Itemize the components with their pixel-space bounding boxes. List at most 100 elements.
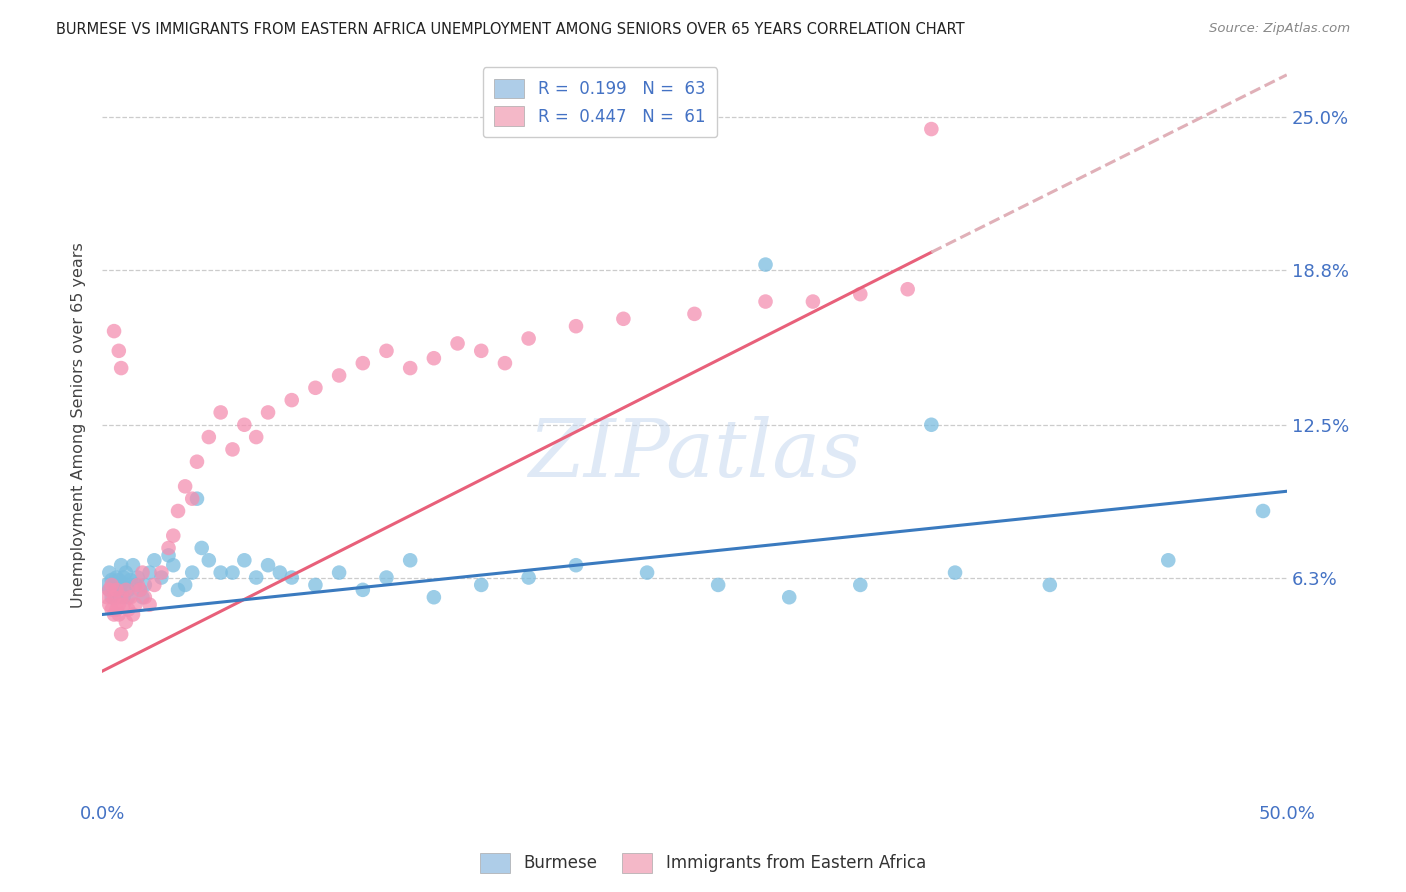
- Point: [127, 570, 149, 584]
- Point: [257, 405, 280, 419]
- Point: [233, 417, 256, 432]
- Point: [269, 566, 291, 580]
- Point: [1039, 578, 1062, 592]
- Text: Source: ZipAtlas.com: Source: ZipAtlas.com: [1209, 22, 1350, 36]
- Text: BURMESE VS IMMIGRANTS FROM EASTERN AFRICA UNEMPLOYMENT AMONG SENIORS OVER 65 YEA: BURMESE VS IMMIGRANTS FROM EASTERN AFRIC…: [56, 22, 965, 37]
- Point: [98, 582, 121, 597]
- Point: [304, 381, 326, 395]
- Point: [98, 582, 121, 597]
- Point: [112, 598, 135, 612]
- Point: [181, 491, 204, 506]
- Point: [103, 585, 125, 599]
- Point: [112, 570, 135, 584]
- Point: [105, 602, 128, 616]
- Point: [110, 558, 132, 573]
- Point: [103, 591, 125, 605]
- Point: [636, 566, 658, 580]
- Point: [122, 607, 145, 622]
- Point: [100, 591, 122, 605]
- Point: [375, 570, 398, 584]
- Point: [209, 405, 232, 419]
- Point: [105, 570, 128, 584]
- Point: [115, 582, 138, 597]
- Point: [423, 591, 446, 605]
- Point: [897, 282, 920, 296]
- Point: [129, 582, 152, 597]
- Text: ZIPatlas: ZIPatlas: [527, 416, 862, 493]
- Point: [778, 591, 800, 605]
- Point: [181, 566, 204, 580]
- Point: [920, 122, 942, 136]
- Point: [221, 566, 243, 580]
- Legend: Burmese, Immigrants from Eastern Africa: Burmese, Immigrants from Eastern Africa: [474, 847, 932, 880]
- Point: [143, 553, 166, 567]
- Point: [157, 549, 180, 563]
- Point: [280, 570, 302, 584]
- Point: [115, 615, 138, 629]
- Point: [157, 541, 180, 555]
- Point: [122, 558, 145, 573]
- Point: [849, 287, 872, 301]
- Point: [117, 582, 139, 597]
- Point: [100, 573, 122, 587]
- Point: [801, 294, 824, 309]
- Point: [103, 607, 125, 622]
- Point: [494, 356, 516, 370]
- Point: [107, 582, 129, 597]
- Point: [198, 553, 221, 567]
- Point: [98, 598, 121, 612]
- Point: [517, 331, 540, 345]
- Point: [117, 602, 139, 616]
- Point: [186, 491, 208, 506]
- Point: [470, 578, 492, 592]
- Point: [107, 573, 129, 587]
- Point: [257, 558, 280, 573]
- Point: [209, 566, 232, 580]
- Point: [110, 591, 132, 605]
- Point: [115, 566, 138, 580]
- Point: [446, 336, 468, 351]
- Point: [167, 504, 190, 518]
- Point: [920, 417, 942, 432]
- Point: [131, 566, 153, 580]
- Point: [190, 541, 212, 555]
- Point: [138, 598, 160, 612]
- Point: [96, 578, 118, 592]
- Point: [96, 591, 118, 605]
- Point: [103, 578, 125, 592]
- Point: [280, 393, 302, 408]
- Point: [117, 591, 139, 605]
- Point: [517, 570, 540, 584]
- Point: [221, 442, 243, 457]
- Point: [162, 558, 184, 573]
- Point: [129, 582, 152, 597]
- Point: [150, 566, 173, 580]
- Point: [174, 479, 197, 493]
- Point: [105, 591, 128, 605]
- Point: [100, 602, 122, 616]
- Point: [399, 553, 422, 567]
- Y-axis label: Unemployment Among Seniors over 65 years: Unemployment Among Seniors over 65 years: [72, 242, 86, 607]
- Point: [124, 598, 146, 612]
- Point: [115, 578, 138, 592]
- Point: [107, 343, 129, 358]
- Point: [565, 558, 588, 573]
- Point: [565, 319, 588, 334]
- Point: [1157, 553, 1180, 567]
- Point: [352, 356, 374, 370]
- Point: [98, 566, 121, 580]
- Point: [683, 307, 706, 321]
- Point: [470, 343, 492, 358]
- Point: [105, 582, 128, 597]
- Point: [375, 343, 398, 358]
- Point: [352, 582, 374, 597]
- Point: [423, 351, 446, 366]
- Point: [304, 578, 326, 592]
- Point: [120, 573, 142, 587]
- Point: [328, 566, 350, 580]
- Point: [174, 578, 197, 592]
- Point: [110, 578, 132, 592]
- Point: [124, 578, 146, 592]
- Point: [186, 455, 208, 469]
- Legend: R =  0.199   N =  63, R =  0.447   N =  61: R = 0.199 N = 63, R = 0.447 N = 61: [482, 67, 717, 137]
